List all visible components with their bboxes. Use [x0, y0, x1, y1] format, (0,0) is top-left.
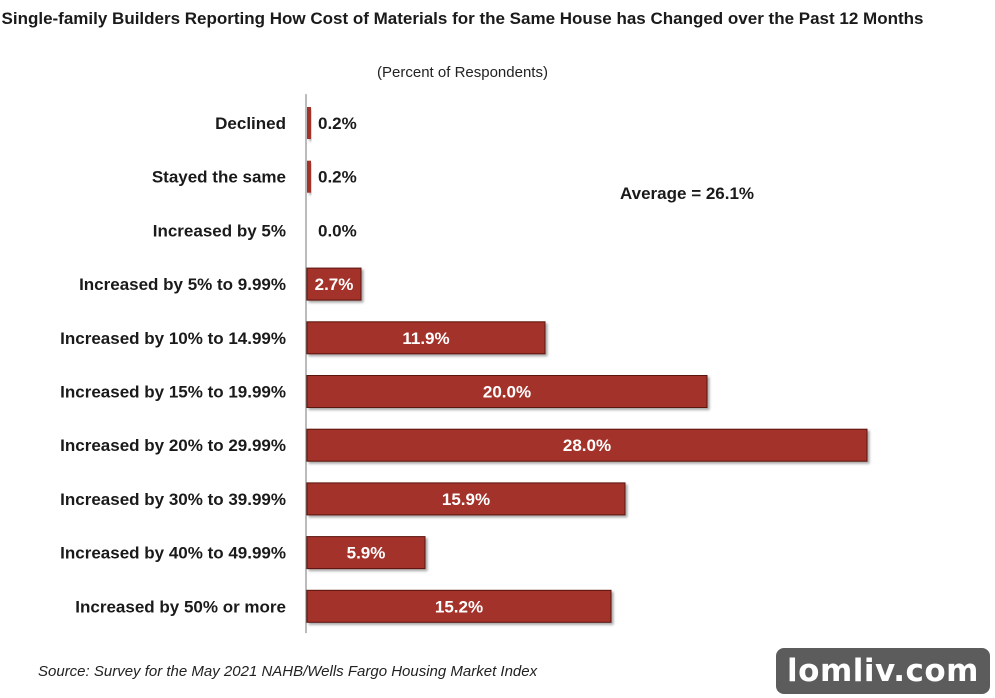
- category-label: Increased by 40% to 49.99%: [60, 544, 286, 563]
- category-label: Increased by 30% to 39.99%: [60, 490, 286, 509]
- data-label: 28.0%: [563, 436, 611, 455]
- bar: [306, 321, 546, 355]
- data-label: 0.2%: [318, 168, 357, 187]
- category-label: Increased by 5% to 9.99%: [79, 275, 286, 294]
- data-label: 0.0%: [318, 221, 357, 240]
- bar: [306, 267, 362, 301]
- chart-subtitle: (Percent of Respondents): [377, 64, 548, 81]
- data-label: 2.7%: [315, 275, 354, 294]
- category-label: Increased by 15% to 19.99%: [60, 383, 286, 402]
- average-annotation: Average = 26.1%: [620, 184, 755, 203]
- category-label: Stayed the same: [152, 168, 286, 187]
- category-label: Increased by 50% or more: [75, 597, 286, 616]
- data-label: 5.9%: [347, 544, 386, 563]
- data-label: 15.2%: [435, 597, 483, 616]
- bar: [306, 536, 426, 570]
- data-label: 11.9%: [402, 329, 449, 348]
- data-label: 0.2%: [318, 114, 357, 133]
- category-label: Increased by 10% to 14.99%: [60, 329, 286, 348]
- bar: [307, 107, 311, 139]
- bar: [307, 160, 311, 193]
- source-note: Source: Survey for the May 2021 NAHB/Wel…: [38, 663, 538, 680]
- category-label: Declined: [215, 114, 286, 133]
- category-label: Increased by 5%: [153, 221, 286, 240]
- bar: [306, 375, 708, 408]
- bar: [306, 482, 626, 516]
- watermark: lomliv.com: [776, 648, 990, 694]
- data-label: 15.9%: [442, 490, 490, 509]
- category-label: Increased by 20% to 29.99%: [60, 436, 286, 455]
- bar: [306, 589, 612, 623]
- bar: [306, 428, 868, 462]
- data-label: 20.0%: [483, 383, 531, 402]
- chart-title: Single-family Builders Reporting How Cos…: [1, 9, 924, 28]
